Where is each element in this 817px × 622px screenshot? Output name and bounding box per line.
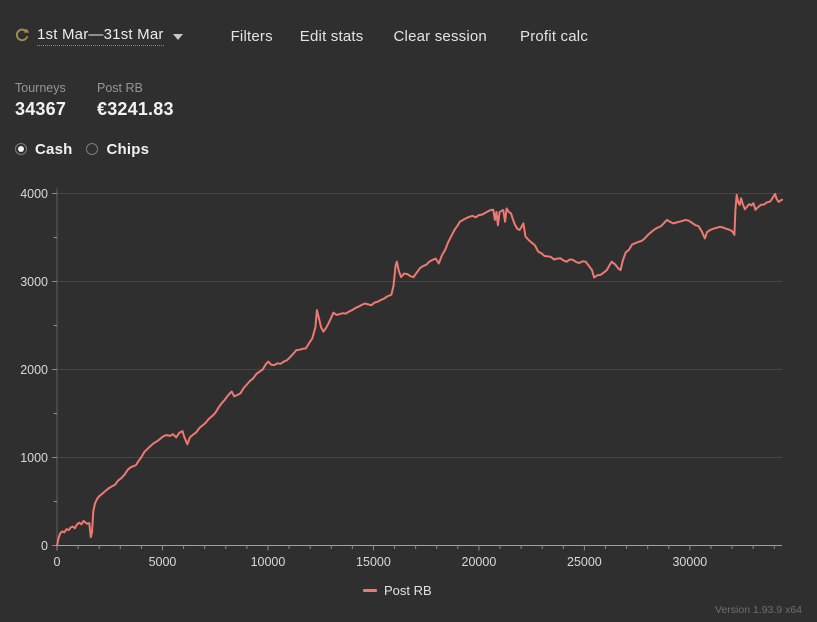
edit-stats-button[interactable]: Edit stats — [299, 27, 364, 45]
chart-canvas: 0 1000 2000 3000 4000 0 5000 10000 15000 20000 250… — [20, 187, 783, 569]
radio-cash[interactable]: Cash — [15, 141, 72, 158]
x-tick-label: 0 — [54, 555, 61, 569]
x-tick-label: 30000 — [672, 555, 707, 569]
toolbar: 1st Mar—31st Mar Filters Edit stats Clea… — [13, 25, 588, 47]
stat-post-rb: Post RB €3241.83 — [97, 81, 174, 120]
filters-button[interactable]: Filters — [230, 27, 273, 45]
radio-chips-label: Chips — [106, 140, 150, 158]
series-line-post-rb — [56, 192, 783, 547]
date-range-label: 1st Mar—31st Mar — [37, 26, 164, 46]
y-tick-label: 1000 — [20, 451, 48, 465]
chevron-down-icon — [172, 33, 183, 40]
y-tick-label: 2000 — [20, 363, 48, 377]
profit-chart[interactable]: 0 1000 2000 3000 4000 0 5000 10000 15000 20000 250… — [0, 175, 817, 575]
x-tick-label: 15000 — [356, 555, 391, 569]
display-mode-radiogroup: Cash Chips — [15, 140, 149, 158]
radio-selected-icon — [15, 143, 27, 155]
y-tick-label: 4000 — [20, 187, 48, 201]
chart-legend[interactable]: Post RB — [363, 583, 432, 598]
stat-tourneys: Tourneys 34367 — [15, 81, 97, 120]
version-text: Version 1.93.9 x64 — [715, 604, 802, 616]
legend-line-swatch — [363, 589, 377, 592]
clear-session-button[interactable]: Clear session — [393, 27, 487, 45]
radio-chips[interactable]: Chips — [86, 141, 149, 158]
x-tick-label: 25000 — [567, 555, 602, 569]
x-tick-label: 5000 — [149, 555, 177, 569]
y-tick-label: 0 — [41, 539, 48, 553]
x-tick-label: 20000 — [462, 555, 497, 569]
sync-button[interactable] — [13, 27, 31, 45]
radio-unselected-icon — [86, 143, 99, 155]
date-range-dropdown[interactable]: 1st Mar—31st Mar — [37, 26, 183, 46]
stat-tourneys-value: 34367 — [15, 99, 67, 119]
stat-post-rb-value: €3241.83 — [97, 99, 174, 119]
stat-tourneys-label: Tourneys — [15, 81, 66, 95]
profit-calc-button[interactable]: Profit calc — [519, 27, 589, 45]
stat-post-rb-label: Post RB — [97, 81, 143, 95]
legend-label: Post RB — [384, 583, 432, 598]
y-tick-label: 3000 — [20, 275, 48, 289]
x-tick-label: 10000 — [251, 555, 286, 569]
radio-cash-label: Cash — [35, 140, 73, 158]
sync-icon — [15, 28, 30, 42]
stats-summary: Tourneys 34367 Post RB €3241.83 — [15, 81, 174, 120]
